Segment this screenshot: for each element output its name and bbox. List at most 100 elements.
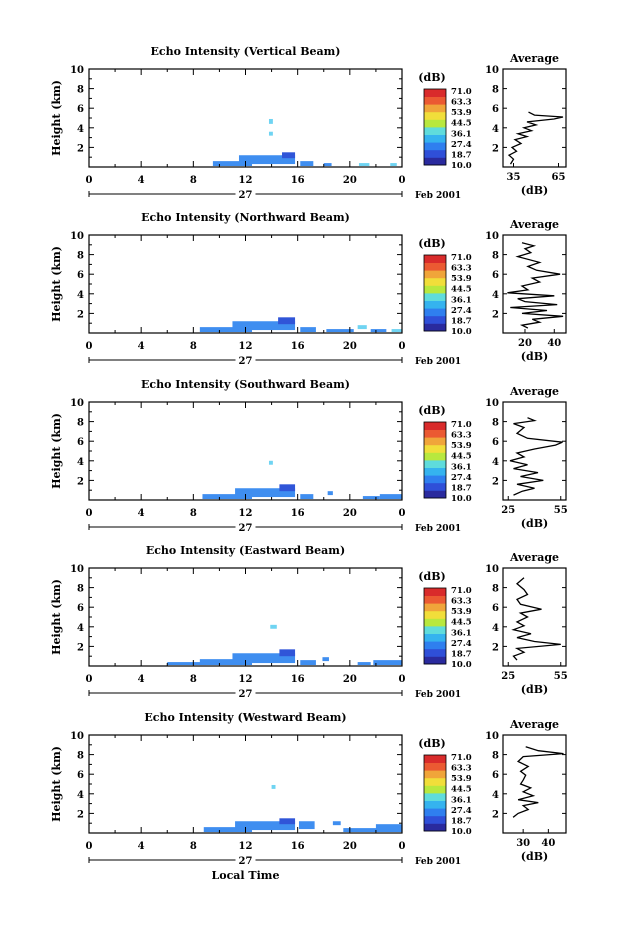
- colorbar-tick-label: 53.9: [451, 441, 472, 451]
- average-unit: (dB): [521, 683, 548, 696]
- x-tick-label: 20: [343, 175, 357, 186]
- colorbar-frame: [423, 88, 447, 166]
- day-label-bg: [235, 355, 256, 365]
- average-x-tick-label: 35: [507, 172, 521, 183]
- y-tick-label: 2: [77, 309, 84, 320]
- y-tick-label: 2: [77, 809, 84, 820]
- average-unit: (dB): [521, 184, 548, 197]
- echo-cell: [357, 662, 371, 666]
- average-y-tick-label: 2: [492, 642, 499, 653]
- x-tick-label: 0: [399, 841, 406, 852]
- average-y-tick-label: 6: [492, 770, 499, 781]
- colorbar-tick-label: 71.0: [451, 87, 472, 97]
- average-y-tick-label: 4: [492, 457, 499, 468]
- colorbar-tick-label: 63.3: [451, 98, 472, 108]
- panel-3: Echo Intensity (Eastward Beam) 2 4 6 8 10 Heig…: [50, 544, 568, 700]
- colorbar-segment: [424, 119, 446, 128]
- x-tick-label: 12: [239, 508, 253, 519]
- average-y-tick-label: 4: [492, 290, 499, 301]
- y-tick-label: 6: [77, 270, 84, 281]
- colorbar-tick-label: 18.7: [451, 816, 472, 826]
- colorbar-tick-label: 44.5: [451, 785, 472, 795]
- colorbar-tick-label: 18.7: [451, 483, 472, 493]
- x-tick-label: 0: [86, 175, 93, 186]
- echo-cell: [212, 161, 253, 167]
- colorbar-frame: [423, 587, 447, 665]
- y-tick-label: 4: [77, 290, 84, 301]
- echo-cell: [282, 152, 296, 159]
- echo-cell: [268, 460, 273, 465]
- date-label: Feb 2001: [415, 191, 461, 201]
- y-tick-label: 6: [77, 603, 84, 614]
- average-y-tick-label: 8: [492, 418, 499, 429]
- colorbar-tick-label: 36.1: [451, 462, 472, 472]
- echo-cell: [235, 488, 296, 498]
- echo-cell: [268, 131, 273, 136]
- y-tick-label: 10: [70, 398, 84, 409]
- average-y-tick-label: 10: [485, 731, 499, 742]
- colorbar-tick-label: 71.0: [451, 253, 472, 263]
- average-profile-line: [512, 746, 564, 818]
- date-label: Feb 2001: [415, 690, 461, 700]
- average-y-tick-label: 10: [485, 564, 499, 575]
- x-tick-label: 0: [86, 841, 93, 852]
- y-tick-label: 4: [77, 457, 84, 468]
- echo-cell: [279, 818, 296, 825]
- echo-cell: [327, 491, 333, 496]
- colorbar-segment: [424, 626, 446, 634]
- colorbar-segment: [424, 762, 446, 771]
- x-tick-label: 0: [86, 341, 93, 352]
- plot-frame: [88, 567, 403, 667]
- colorbar-segment: [424, 127, 446, 135]
- average-x-tick-label: 40: [547, 338, 561, 349]
- panel-title: Echo Intensity (Westward Beam): [144, 711, 346, 724]
- colorbar-segment: [424, 111, 446, 120]
- x-tick-label: 0: [399, 341, 406, 352]
- echo-cell: [238, 155, 296, 165]
- average-title: Average: [509, 385, 559, 398]
- average-frame: [502, 68, 567, 168]
- panel-0: Echo Intensity (Vertical Beam) 2 4 6 8 10 Heig…: [50, 45, 567, 201]
- average-title: Average: [509, 718, 559, 731]
- colorbar-unit: (dB): [418, 404, 445, 417]
- colorbar-tick-label: 27.4: [451, 806, 472, 816]
- colorbar-tick-label: 27.4: [451, 639, 472, 649]
- x-tick-label: 12: [239, 341, 253, 352]
- average-title: Average: [509, 52, 559, 65]
- colorbar-segment: [424, 603, 446, 612]
- y-axis-label: Height (km): [50, 413, 63, 489]
- colorbar-tick-label: 10.0: [451, 327, 472, 337]
- colorbar-segment: [424, 808, 446, 817]
- y-tick-label: 10: [70, 731, 84, 742]
- day-label-bg: [235, 855, 256, 865]
- average-title: Average: [509, 218, 559, 231]
- average-y-tick-label: 8: [492, 85, 499, 96]
- y-tick-label: 8: [77, 584, 84, 595]
- average-y-tick-label: 6: [492, 603, 499, 614]
- y-tick-label: 8: [77, 751, 84, 762]
- colorbar-segment: [424, 315, 446, 324]
- colorbar-frame: [423, 421, 447, 499]
- y-tick-label: 4: [77, 124, 84, 135]
- colorbar-segment: [424, 641, 446, 650]
- colorbar-frame: [423, 254, 447, 332]
- x-tick-label: 0: [86, 508, 93, 519]
- average-y-tick-label: 6: [492, 437, 499, 448]
- colorbar-tick-label: 53.9: [451, 774, 472, 784]
- colorbar-tick-label: 53.9: [451, 607, 472, 617]
- y-tick-label: 2: [77, 476, 84, 487]
- date-label: Feb 2001: [415, 524, 461, 534]
- x-tick-label: 16: [291, 341, 305, 352]
- echo-cell: [199, 659, 253, 666]
- x-tick-label: 12: [239, 175, 253, 186]
- colorbar-segment: [424, 588, 446, 596]
- colorbar-segment: [424, 770, 446, 779]
- colorbar-unit: (dB): [418, 570, 445, 583]
- x-tick-label: 8: [190, 508, 197, 519]
- colorbar-segment: [424, 104, 446, 113]
- colorbar-segment: [424, 648, 446, 657]
- average-x-tick-label: 25: [501, 505, 515, 516]
- average-y-tick-label: 2: [492, 143, 499, 154]
- average-y-tick-label: 4: [492, 623, 499, 634]
